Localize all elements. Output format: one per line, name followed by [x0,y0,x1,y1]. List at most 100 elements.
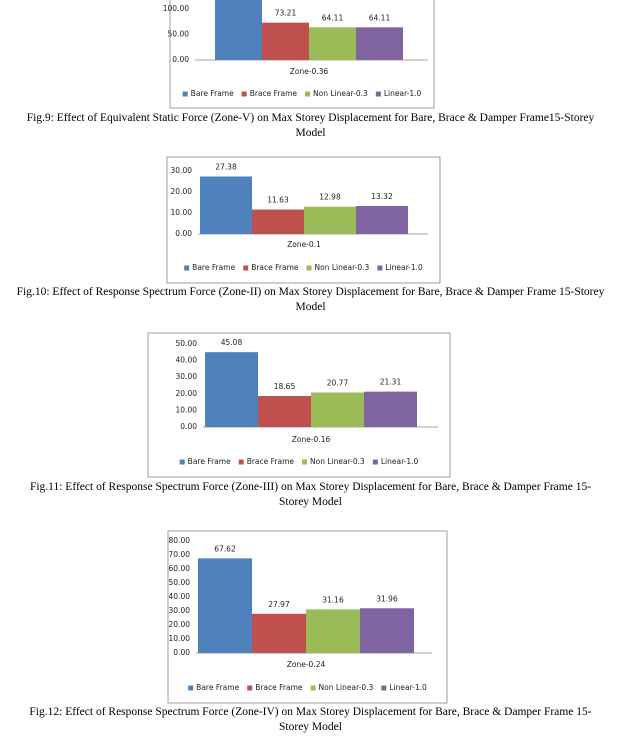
chart: 0.00 10.00 20.00 30.00 Zone-0.1 27.38 11.63 12.… [166,156,441,284]
x-tick-label: Zone-0.1 [287,240,321,249]
value-label: 11.63 [267,196,289,205]
x-tick-label: Zone-0.16 [292,435,331,444]
bar [304,206,356,234]
figure-caption: Fig.10: Effect of Response Spectrum Forc… [0,285,621,315]
legend-label: Non Linear-0.3 [319,683,374,692]
value-label: 45.08 [221,338,243,347]
y-tick-label: 40.00 [169,592,191,601]
legend-swatch [184,265,190,271]
y-tick-label: 0.00 [175,229,192,238]
y-tick-label: 50.00 [169,578,191,587]
y-tick-label: 0.00 [173,648,190,657]
legend-swatch [310,685,316,691]
bar [198,558,252,653]
caption-line: Storey Model [279,496,342,508]
bar [215,0,262,60]
value-label: 31.96 [376,594,398,603]
y-tick-label: 70.00 [169,550,191,559]
bar [309,27,356,60]
legend-label: Non Linear-0.3 [313,89,368,98]
bar [306,609,360,653]
figure-caption: Fig.11: Effect of Response Spectrum Forc… [0,480,621,510]
y-tick-label: 100.00 [163,4,189,13]
caption-line: Fig.9: Effect of Equivalent Static Force… [26,112,595,124]
y-tick-label: 10.00 [171,208,193,217]
chart: 0.0050.00100.00Zone-0.3613573.2164.1164.… [163,0,435,109]
caption-line: Fig.10: Effect of Response Spectrum Forc… [16,286,605,298]
value-label: 27.38 [215,163,237,172]
legend-swatch [377,265,383,271]
legend-swatch [306,265,312,271]
chart: 0.00 10.00 20.00 30.00 40.00 50.00 Zone-0.16 45… [147,332,451,478]
legend-label: Linear-1.0 [381,457,419,466]
legend-label: Non Linear-0.3 [310,457,365,466]
figure-caption: Fig.9: Effect of Equivalent Static Force… [0,111,621,141]
y-tick-label: 20.00 [169,620,191,629]
legend-swatch [243,265,249,271]
legend-swatch [381,685,387,691]
caption-line: Model [295,127,326,139]
y-tick-label: 50.00 [176,339,198,348]
value-label: 21.31 [380,378,402,387]
legend-label: Bare Frame [191,89,234,98]
caption-line: Fig.12: Effect of Response Spectrum Forc… [29,706,592,718]
y-tick-label: 20.00 [176,389,198,398]
caption-line: Fig.11: Effect of Response Spectrum Forc… [29,481,592,493]
legend-swatch [302,459,308,465]
value-label: 31.16 [322,595,344,604]
chart: 0.00 10.00 20.00 30.00 40.00 50.00 60.00 70.00 8… [167,530,448,704]
legend-swatch [247,685,253,691]
bar [252,613,306,653]
legend-swatch [188,685,194,691]
x-tick-label: Zone-0.24 [287,660,326,669]
value-label: 64.11 [322,13,344,22]
legend-swatch [305,91,311,97]
y-tick-label: 30.00 [171,166,193,175]
value-label: 12.98 [319,193,341,202]
value-label: 67.62 [214,544,236,553]
bar [356,27,403,60]
legend-label: Brace Frame [251,263,299,272]
y-tick-label: 20.00 [171,187,193,196]
y-tick-label: 40.00 [176,356,198,365]
legend-label: Bare Frame [188,457,231,466]
y-tick-label: 0.00 [180,422,197,431]
bar [356,206,408,234]
y-tick-label: 30.00 [169,606,191,615]
legend-label: Bare Frame [192,263,235,272]
bar [262,22,309,60]
bar [360,608,414,653]
y-tick-label: 60.00 [169,564,191,573]
y-tick-label: 10.00 [176,405,198,414]
value-label: 13.32 [371,192,393,201]
y-tick-label: 30.00 [176,372,198,381]
legend-label: Linear-1.0 [389,683,427,692]
bar [205,352,258,427]
y-tick-label: 80.00 [169,536,191,545]
legend-label: Brace Frame [255,683,303,692]
value-label: 64.11 [369,13,391,22]
y-tick-label: 10.00 [169,634,191,643]
y-tick-label: 50.00 [168,30,190,39]
figure-caption: Fig.12: Effect of Response Spectrum Forc… [0,705,621,735]
x-tick-label: Zone-0.36 [290,67,329,76]
legend-swatch [179,459,185,465]
caption-line: Storey Model [279,721,342,733]
caption-line: Model [295,301,326,313]
bar [311,392,364,427]
legend-label: Linear-1.0 [385,263,423,272]
bar [252,209,304,234]
legend-label: Linear-1.0 [384,89,422,98]
legend-swatch [241,91,247,97]
legend-swatch [182,91,188,97]
value-label: 73.21 [275,9,297,18]
legend-label: Bare Frame [196,683,239,692]
value-label: 27.97 [268,600,290,609]
legend-swatch [372,459,378,465]
legend-swatch [375,91,381,97]
bar [258,396,311,427]
legend-label: Brace Frame [250,89,298,98]
bar [200,176,252,234]
